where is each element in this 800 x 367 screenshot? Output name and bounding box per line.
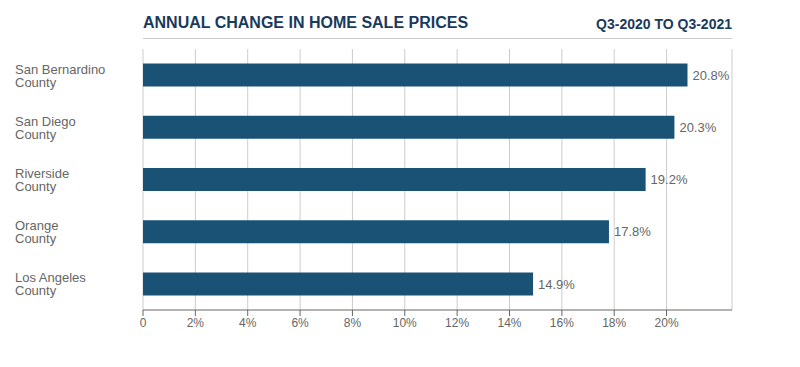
html-text:ANNUAL CHANGE IN HOME SALE PRI: ANNUAL CHANGE IN HOME SALE PRICES [143, 14, 469, 31]
svg-text:OrangeCounty: OrangeCounty [15, 218, 58, 246]
svg-text:14.9%: 14.9% [538, 277, 575, 292]
svg-text:19.2%: 19.2% [651, 172, 688, 187]
svg-text:20.8%: 20.8% [692, 68, 729, 83]
svg-text:20.3%: 20.3% [679, 120, 716, 135]
svg-text:RiversideCounty: RiversideCounty [15, 166, 69, 194]
svg-text:San BernardinoCounty: San BernardinoCounty [15, 61, 105, 89]
svg-text:16%: 16% [550, 316, 574, 330]
svg-text:6%: 6% [291, 316, 309, 330]
svg-text:0: 0 [140, 316, 147, 330]
svg-text:2%: 2% [187, 316, 205, 330]
svg-text:17.8%: 17.8% [614, 224, 651, 239]
svg-text:12%: 12% [445, 316, 469, 330]
svg-text:18%: 18% [602, 316, 626, 330]
svg-text:Los AngelesCounty: Los AngelesCounty [15, 270, 86, 298]
svg-text:San DiegoCounty: San DiegoCounty [15, 113, 76, 141]
svg-text:14%: 14% [497, 316, 521, 330]
svg-text:4%: 4% [239, 316, 257, 330]
html-text:Q3-2020 TO Q3-2021: Q3-2020 TO Q3-2021 [596, 16, 732, 32]
svg-text:20%: 20% [655, 316, 679, 330]
svg-text:10%: 10% [393, 316, 417, 330]
svg-text:8%: 8% [344, 316, 362, 330]
